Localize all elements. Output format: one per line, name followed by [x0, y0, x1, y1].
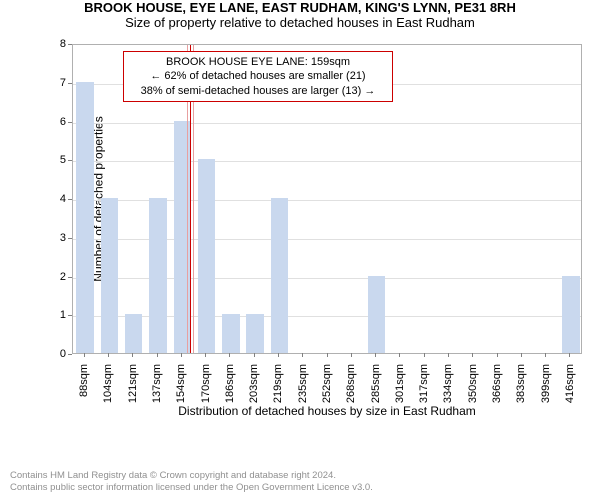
- x-tick-mark: [399, 353, 400, 357]
- annotation-box: BROOK HOUSE EYE LANE: 159sqm← 62% of det…: [123, 51, 393, 102]
- bar: [368, 276, 385, 354]
- x-tick-label: 88sqm: [78, 364, 90, 397]
- y-tick-mark: [68, 122, 72, 123]
- bar: [101, 198, 118, 353]
- x-tick-label: 203sqm: [248, 364, 260, 403]
- y-tick-label: 1: [46, 309, 66, 321]
- x-tick-mark: [424, 353, 425, 357]
- x-tick-mark: [545, 353, 546, 357]
- y-tick-mark: [68, 277, 72, 278]
- y-tick-mark: [68, 199, 72, 200]
- x-tick-mark: [472, 353, 473, 357]
- x-tick-mark: [229, 353, 230, 357]
- chart-container: Number of detached properties BROOK HOUS…: [42, 44, 582, 414]
- x-tick-label: 121sqm: [127, 364, 139, 403]
- y-tick-mark: [68, 83, 72, 84]
- bar: [76, 82, 93, 353]
- y-tick-mark: [68, 354, 72, 355]
- x-tick-label: 350sqm: [467, 364, 479, 403]
- x-tick-label: 416sqm: [564, 364, 576, 403]
- x-tick-label: 235sqm: [297, 364, 309, 403]
- x-tick-mark: [181, 353, 182, 357]
- x-tick-mark: [254, 353, 255, 357]
- footer-attribution: Contains HM Land Registry data © Crown c…: [10, 470, 373, 494]
- x-tick-label: 137sqm: [151, 364, 163, 403]
- x-tick-mark: [351, 353, 352, 357]
- x-tick-label: 366sqm: [491, 364, 503, 403]
- y-tick-label: 0: [46, 348, 66, 360]
- x-tick-label: 399sqm: [540, 364, 552, 403]
- x-tick-mark: [132, 353, 133, 357]
- y-tick-mark: [68, 160, 72, 161]
- chart-title: BROOK HOUSE, EYE LANE, EAST RUDHAM, KING…: [0, 0, 600, 15]
- bar: [125, 314, 142, 353]
- x-tick-label: 219sqm: [272, 364, 284, 403]
- x-tick-label: 334sqm: [442, 364, 454, 403]
- gridline: [73, 161, 581, 162]
- x-tick-mark: [157, 353, 158, 357]
- x-tick-mark: [448, 353, 449, 357]
- x-tick-mark: [375, 353, 376, 357]
- x-tick-label: 170sqm: [200, 364, 212, 403]
- x-tick-label: 252sqm: [321, 364, 333, 403]
- bar: [562, 276, 579, 354]
- x-tick-mark: [278, 353, 279, 357]
- x-tick-mark: [497, 353, 498, 357]
- bar: [246, 314, 263, 353]
- x-tick-label: 301sqm: [394, 364, 406, 403]
- annotation-line-3: 38% of semi-detached houses are larger (…: [130, 84, 386, 98]
- x-tick-mark: [569, 353, 570, 357]
- chart-subtitle: Size of property relative to detached ho…: [0, 15, 600, 30]
- annotation-line-1: BROOK HOUSE EYE LANE: 159sqm: [130, 55, 386, 69]
- y-tick-mark: [68, 238, 72, 239]
- x-tick-mark: [108, 353, 109, 357]
- gridline: [73, 123, 581, 124]
- y-tick-label: 4: [46, 193, 66, 205]
- y-tick-mark: [68, 315, 72, 316]
- footer-line-2: Contains public sector information licen…: [10, 482, 373, 494]
- x-tick-mark: [84, 353, 85, 357]
- x-tick-mark: [205, 353, 206, 357]
- x-tick-label: 186sqm: [224, 364, 236, 403]
- x-tick-mark: [302, 353, 303, 357]
- y-tick-label: 2: [46, 271, 66, 283]
- y-tick-label: 8: [46, 38, 66, 50]
- bar: [174, 121, 191, 354]
- x-tick-label: 154sqm: [175, 364, 187, 403]
- annotation-line-2: ← 62% of detached houses are smaller (21…: [130, 69, 386, 83]
- bar: [198, 159, 215, 353]
- x-tick-label: 383sqm: [515, 364, 527, 403]
- x-tick-label: 104sqm: [102, 364, 114, 403]
- bar: [271, 198, 288, 353]
- y-tick-label: 7: [46, 77, 66, 89]
- x-tick-label: 317sqm: [418, 364, 430, 403]
- x-tick-label: 285sqm: [370, 364, 382, 403]
- x-tick-mark: [521, 353, 522, 357]
- bar: [149, 198, 166, 353]
- footer-line-1: Contains HM Land Registry data © Crown c…: [10, 470, 373, 482]
- x-tick-mark: [327, 353, 328, 357]
- y-tick-label: 6: [46, 116, 66, 128]
- x-tick-label: 268sqm: [345, 364, 357, 403]
- y-tick-mark: [68, 44, 72, 45]
- plot-area: BROOK HOUSE EYE LANE: 159sqm← 62% of det…: [72, 44, 582, 354]
- y-tick-label: 5: [46, 154, 66, 166]
- y-tick-label: 3: [46, 232, 66, 244]
- x-axis-label: Distribution of detached houses by size …: [72, 404, 582, 418]
- bar: [222, 314, 239, 353]
